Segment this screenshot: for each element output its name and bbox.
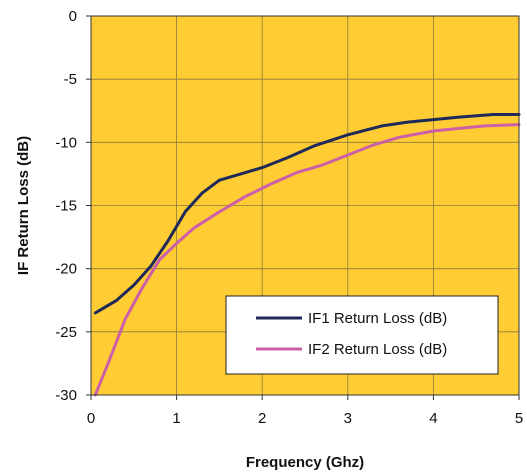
legend-box (225, 295, 499, 375)
x-axis-ticks: 0 1 2 3 4 5 (87, 395, 523, 427)
legend-label: IF1 Return Loss (dB) (308, 310, 447, 327)
y-tick-label: -15 (55, 198, 77, 215)
x-tick-label: 3 (344, 410, 352, 427)
y-tick-label: -25 (55, 324, 77, 341)
x-tick-label: 1 (172, 410, 180, 427)
y-tick-label: -30 (55, 387, 77, 404)
legend-label: IF2 Return Loss (dB) (308, 341, 447, 358)
y-axis-title: IF Return Loss (dB) (15, 136, 32, 275)
y-tick-label: -5 (64, 71, 77, 88)
series-line-2 (93, 123, 521, 397)
series-lines (93, 113, 521, 397)
y-tick-label: 0 (69, 8, 77, 25)
x-tick-label: 5 (515, 410, 523, 427)
y-tick-label: -20 (55, 261, 77, 278)
series-line-1 (93, 113, 521, 315)
x-tick-label: 4 (429, 410, 437, 427)
x-tick-label: 2 (258, 410, 266, 427)
y-axis-ticks: 0 -5 -10 -15 -20 -25 -30 (55, 8, 91, 404)
legend: IF1 Return Loss (dB) IF2 Return Loss (dB) (225, 295, 499, 375)
x-tick-label: 0 (87, 410, 95, 427)
y-tick-label: -10 (55, 134, 77, 151)
x-axis-title: Frequency (Ghz) (246, 454, 364, 471)
